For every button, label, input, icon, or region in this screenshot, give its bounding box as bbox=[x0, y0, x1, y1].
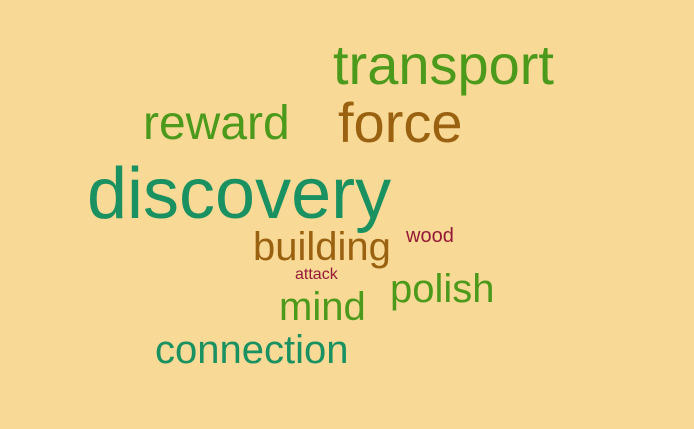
word-transport: transport bbox=[333, 33, 554, 96]
word-discovery: discovery bbox=[87, 154, 392, 234]
word-connection: connection bbox=[155, 328, 349, 372]
word-mind: mind bbox=[279, 285, 366, 329]
word-wood: wood bbox=[406, 225, 454, 247]
word-building: building bbox=[253, 225, 391, 269]
word-reward: reward bbox=[143, 97, 290, 150]
word-force: force bbox=[338, 91, 463, 154]
word-attack: attack bbox=[295, 266, 338, 283]
word-polish: polish bbox=[390, 267, 495, 311]
